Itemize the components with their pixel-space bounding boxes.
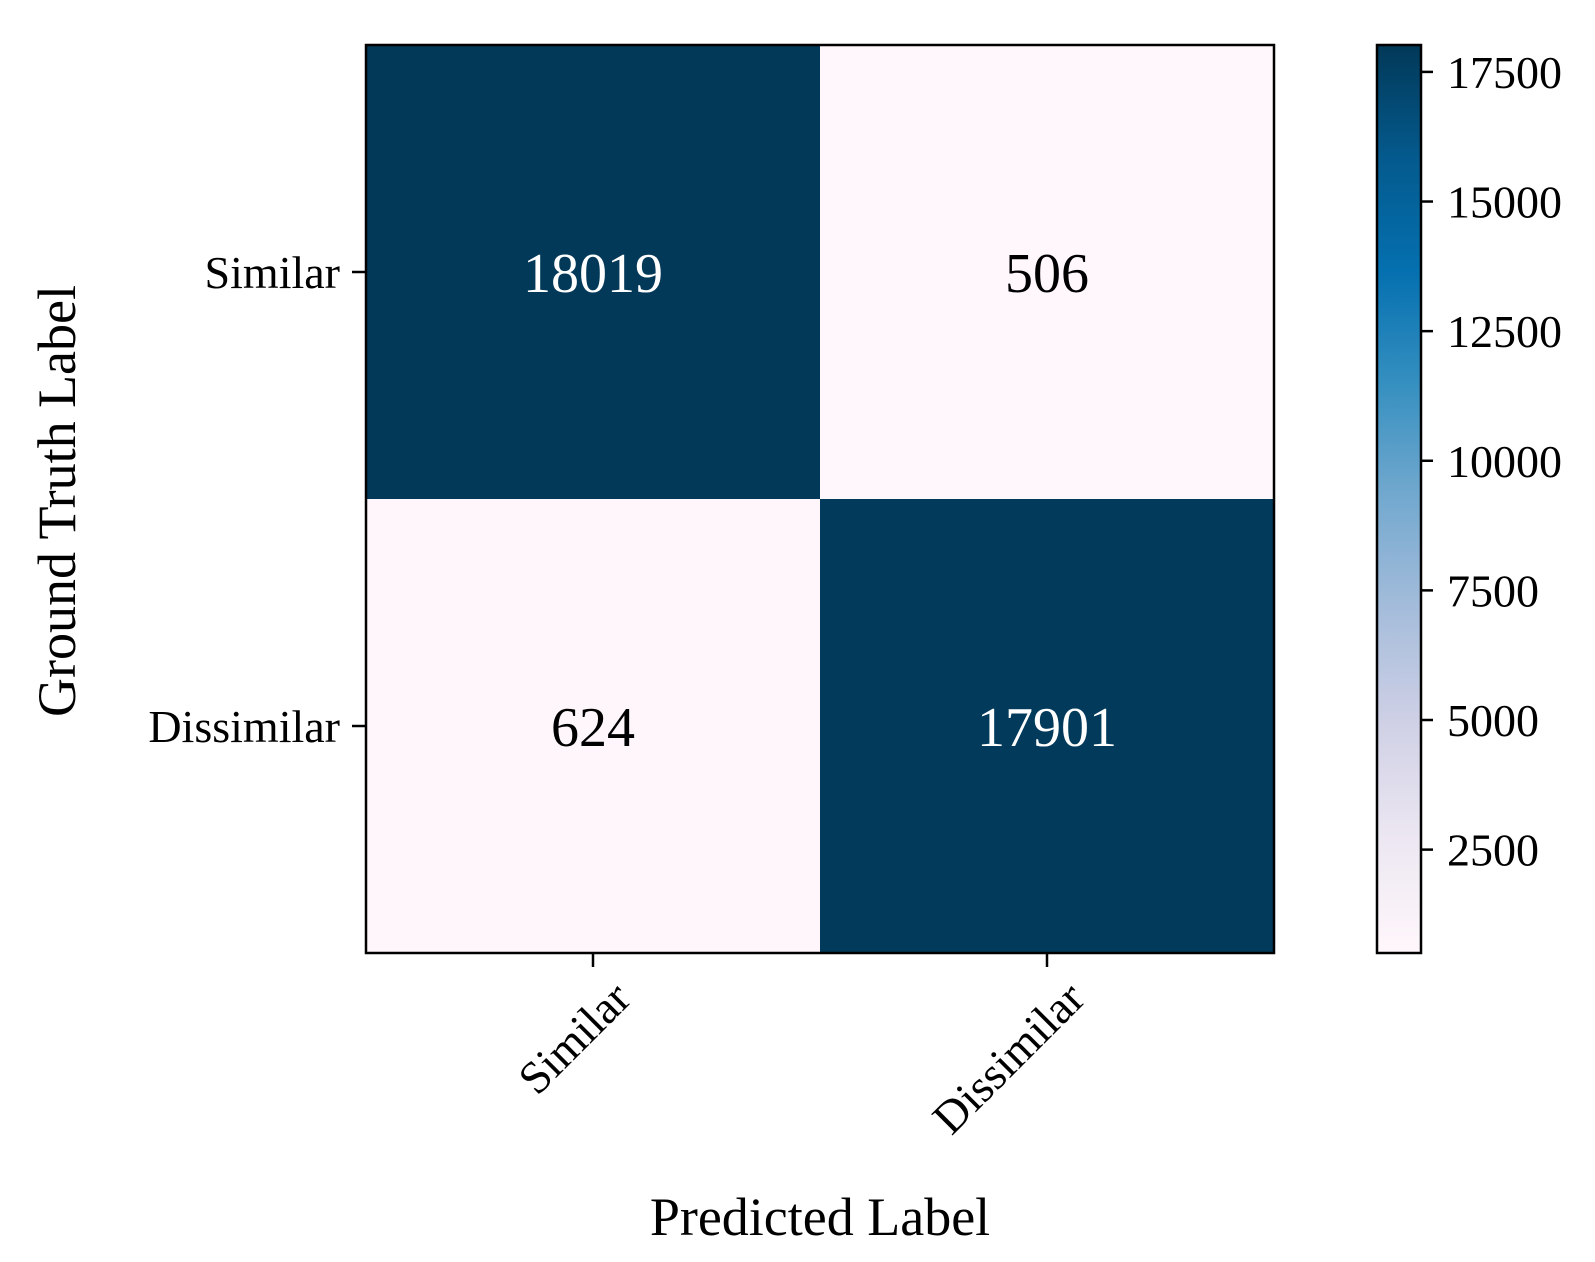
plot-frame bbox=[364, 43, 1276, 955]
y-axis: Similar Dissimilar bbox=[148, 247, 366, 752]
cell-1-0 bbox=[366, 499, 820, 953]
colorbar-ticks: 2500 5000 7500 10000 12500 15000 17500 bbox=[1421, 47, 1562, 876]
cell-value-1-1: 17901 bbox=[977, 697, 1117, 759]
cell-0-1 bbox=[820, 45, 1274, 499]
cell-0-0 bbox=[366, 45, 820, 499]
colorbar-gradient bbox=[1375, 43, 1423, 955]
colorbar-tick-label-5: 15000 bbox=[1447, 177, 1562, 228]
colorbar-tick-label-1: 5000 bbox=[1447, 695, 1539, 746]
cell-1-1 bbox=[820, 499, 1274, 953]
x-tick-label-1: Dissimilar bbox=[922, 972, 1094, 1144]
cell-value-1-0: 624 bbox=[551, 697, 635, 759]
y-axis-title: Ground Truth Label bbox=[27, 285, 87, 717]
x-axis-title: Predicted Label bbox=[650, 1187, 990, 1247]
colorbar: 2500 5000 7500 10000 12500 15000 17500 bbox=[1375, 43, 1562, 955]
colorbar-tick-label-6: 17500 bbox=[1447, 47, 1562, 98]
x-tick-label-0: Similar bbox=[508, 972, 640, 1104]
y-tick-label-1: Dissimilar bbox=[148, 701, 340, 752]
colorbar-tick-label-2: 7500 bbox=[1447, 565, 1539, 616]
colorbar-tick-label-0: 2500 bbox=[1447, 825, 1539, 876]
cell-value-0-0: 18019 bbox=[523, 243, 663, 305]
x-axis: Similar Dissimilar bbox=[508, 953, 1094, 1144]
colorbar-tick-label-4: 12500 bbox=[1447, 306, 1562, 357]
y-tick-label-0: Similar bbox=[205, 247, 340, 298]
colorbar-tick-label-3: 10000 bbox=[1447, 436, 1562, 487]
heatmap-cells: 18019 506 624 17901 bbox=[366, 45, 1274, 953]
cell-value-0-1: 506 bbox=[1005, 243, 1089, 305]
